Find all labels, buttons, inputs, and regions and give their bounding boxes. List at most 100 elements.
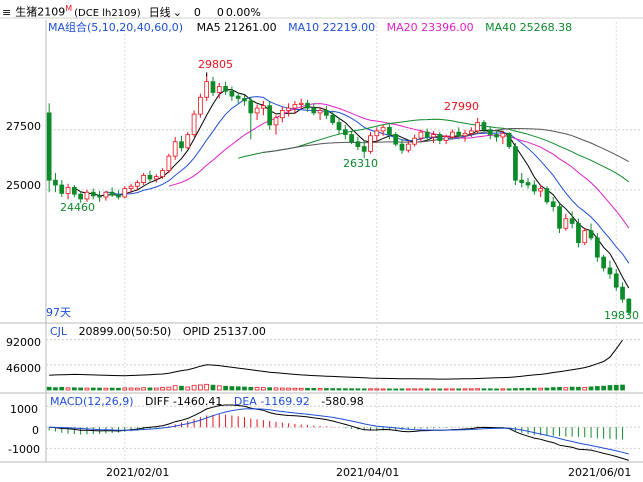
macd-dea-line [49, 408, 629, 455]
volume-bar [172, 385, 178, 391]
candle-body [576, 223, 581, 244]
candle-body [342, 129, 348, 135]
volume-bar [494, 388, 499, 391]
price-change: 0 [216, 5, 224, 19]
low-label-24460: 24460 [60, 201, 95, 214]
volume-bar [147, 387, 153, 391]
candle-body [65, 187, 71, 194]
candle-body [267, 105, 273, 126]
volume-bar [487, 388, 493, 391]
candle-body [393, 134, 399, 145]
candle-body [374, 130, 380, 137]
candle-body [380, 126, 386, 132]
volume-bar [405, 388, 411, 391]
volume-bar [116, 387, 121, 391]
open-interest-line [49, 339, 623, 380]
volume-bar [613, 384, 619, 391]
volume-bar [229, 386, 235, 391]
candle-body [311, 107, 317, 114]
volume-bar [456, 388, 462, 391]
volume-bar [557, 386, 562, 391]
volume-bar [204, 383, 210, 391]
volume-bar [210, 384, 216, 391]
price-tick-25000: 25000 [6, 179, 41, 192]
candle-body [279, 110, 285, 119]
volume-bar [305, 387, 310, 391]
candle-body [405, 143, 411, 151]
symbol-name[interactable]: 生猪2109 [15, 5, 66, 19]
volume-bar [254, 387, 260, 391]
volume-bar [531, 387, 537, 391]
volume-bar [242, 386, 247, 391]
period-selector[interactable]: 日线 [148, 5, 171, 19]
candle-body [223, 86, 228, 92]
chevron-down-icon[interactable]: ⌄ [172, 5, 182, 19]
volume-legend: CJL 20899.00(50:50) OPID 25137.00 [50, 325, 274, 339]
volume-bar [437, 388, 443, 391]
volume-bar [324, 388, 329, 391]
candle-body [216, 86, 222, 93]
volume-bar [475, 388, 480, 391]
candle-body [185, 134, 191, 149]
candle-body [424, 131, 430, 138]
volume-bar [355, 388, 361, 391]
candle-body [538, 188, 543, 192]
volume-bar [223, 385, 228, 391]
volume-bar [65, 387, 71, 391]
volume-bar [582, 386, 588, 391]
volume-bar [361, 388, 367, 391]
ma-line-ma20 [168, 103, 630, 229]
candle-body [594, 237, 600, 258]
candle-body [387, 126, 392, 135]
candle-body [198, 96, 203, 115]
ma20-value: MA20 23396.00 [386, 21, 474, 34]
title-bar: ≡ 生猪2109M (DCE lh2109) 日线 ⌄ 0 0 0.00% [2, 2, 269, 21]
ma-line-ma40 [238, 118, 630, 183]
candle-body [128, 185, 134, 190]
volume-bar [569, 386, 575, 391]
volume-bar [298, 387, 304, 391]
last-price: 0 [193, 5, 201, 19]
volume-bar [336, 388, 342, 391]
menu-icon[interactable]: ≡ [2, 5, 12, 19]
candle-body [261, 105, 266, 109]
candle-body [481, 122, 487, 131]
candle-body [46, 112, 52, 181]
volume-bar [97, 387, 102, 391]
macd-label[interactable]: MACD(12,26,9) [50, 395, 134, 408]
candle-body [450, 131, 455, 138]
volume-bar [620, 384, 625, 391]
ma-line-ma60 [263, 127, 630, 163]
volume-bar [166, 386, 172, 391]
volume-bar [601, 385, 606, 391]
ma10-value: MA10 22219.00 [288, 21, 376, 34]
macd-tick-neg1000: -1000 [8, 443, 40, 456]
volume-bar [576, 386, 581, 391]
volume-bar [387, 388, 392, 391]
volume-bar [128, 387, 134, 391]
candle-body [588, 230, 594, 239]
high-label-29805: 29805 [198, 58, 233, 71]
ma-line-ma5 [74, 89, 630, 289]
volume-bar [46, 386, 52, 391]
volume-bar [109, 387, 115, 391]
volume-bar [103, 387, 109, 391]
candle-body [317, 110, 323, 114]
volume-bar [267, 387, 273, 391]
candle-body [242, 98, 247, 102]
candle-body [525, 182, 531, 186]
candle-body [286, 107, 291, 111]
high-label-27990: 27990 [444, 100, 479, 113]
cjl-label[interactable]: CJL [50, 325, 68, 338]
ma-settings-label[interactable]: MA组合(5,10,20,40,60,0) [48, 21, 184, 34]
candle-body [116, 194, 121, 198]
candle-body [84, 191, 90, 200]
candle-body [563, 218, 569, 229]
macd-hist-value: -580.98 [321, 395, 364, 408]
volume-bar [342, 388, 348, 391]
volume-bar [468, 388, 474, 391]
macd-tick-0: 0 [32, 424, 39, 437]
candle-body [109, 191, 115, 196]
candle-body [513, 146, 518, 181]
